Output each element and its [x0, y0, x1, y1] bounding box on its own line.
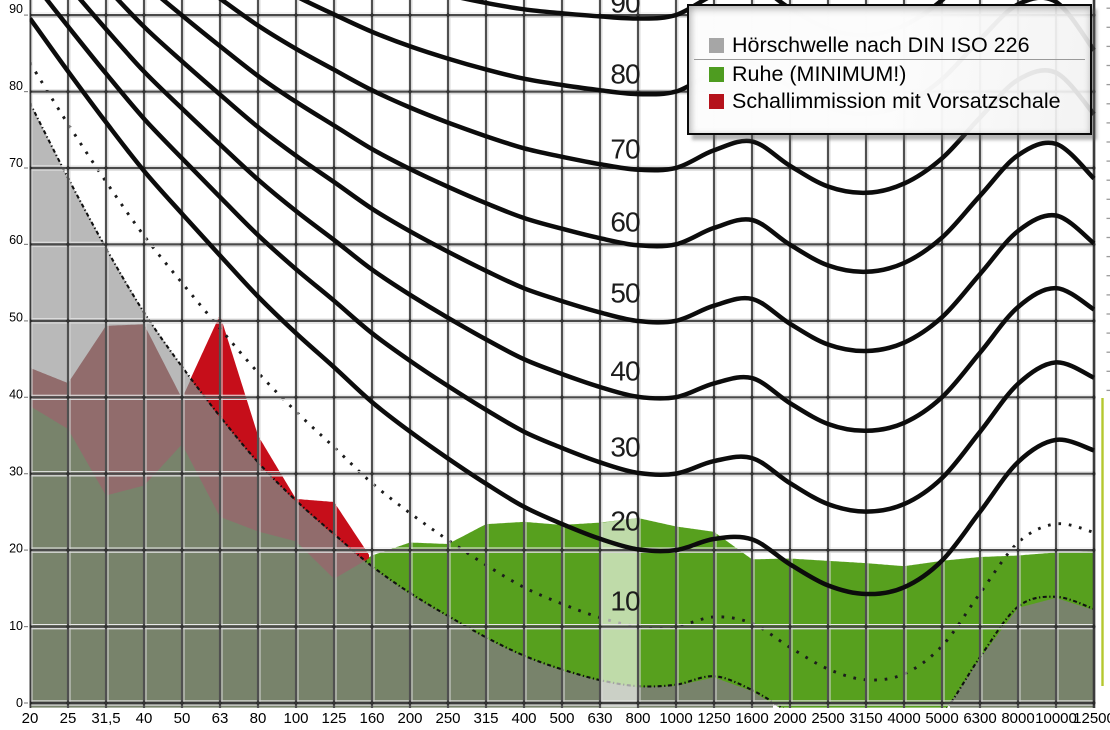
svg-text:160: 160	[359, 710, 384, 727]
svg-text:80: 80	[9, 79, 23, 93]
svg-text:0: 0	[16, 696, 23, 710]
svg-text:125: 125	[321, 710, 346, 727]
svg-text:1250: 1250	[697, 710, 730, 727]
svg-text:315: 315	[473, 710, 498, 727]
svg-text:40: 40	[136, 710, 153, 727]
svg-text:25: 25	[60, 710, 77, 727]
svg-text:400: 400	[511, 710, 536, 727]
svg-text:40: 40	[610, 356, 640, 387]
svg-text:1600: 1600	[735, 710, 768, 727]
svg-text:31,5: 31,5	[91, 710, 120, 727]
svg-text:63: 63	[212, 710, 229, 727]
svg-text:30: 30	[610, 432, 640, 463]
svg-text:20: 20	[9, 542, 23, 556]
svg-text:50: 50	[174, 710, 191, 727]
svg-text:20: 20	[22, 710, 39, 727]
svg-text:20: 20	[610, 506, 640, 537]
svg-text:630: 630	[587, 710, 612, 727]
svg-text:8000: 8000	[1001, 710, 1034, 727]
svg-text:50: 50	[9, 310, 23, 324]
svg-text:10000: 10000	[1035, 710, 1077, 727]
svg-text:90: 90	[9, 2, 23, 16]
svg-text:1000: 1000	[659, 710, 692, 727]
svg-text:70: 70	[9, 156, 23, 170]
svg-text:100: 100	[283, 710, 308, 727]
svg-text:60: 60	[9, 233, 23, 247]
svg-text:250: 250	[435, 710, 460, 727]
svg-text:10: 10	[9, 619, 23, 633]
svg-text:60: 60	[610, 207, 640, 238]
svg-text:80: 80	[610, 59, 640, 90]
svg-text:5000: 5000	[925, 710, 958, 727]
svg-text:4000: 4000	[887, 710, 920, 727]
svg-text:10: 10	[610, 586, 640, 617]
svg-text:500: 500	[549, 710, 574, 727]
svg-text:40: 40	[9, 388, 23, 402]
svg-text:80: 80	[250, 710, 267, 727]
svg-text:50: 50	[610, 278, 640, 309]
svg-text:2500: 2500	[811, 710, 844, 727]
svg-text:2000: 2000	[773, 710, 806, 727]
svg-text:800: 800	[625, 710, 650, 727]
svg-text:12500: 12500	[1073, 710, 1110, 727]
svg-text:3150: 3150	[849, 710, 882, 727]
svg-text:6300: 6300	[963, 710, 996, 727]
svg-text:30: 30	[9, 465, 23, 479]
svg-text:90: 90	[610, 0, 640, 19]
svg-text:70: 70	[610, 134, 640, 165]
svg-text:200: 200	[397, 710, 422, 727]
